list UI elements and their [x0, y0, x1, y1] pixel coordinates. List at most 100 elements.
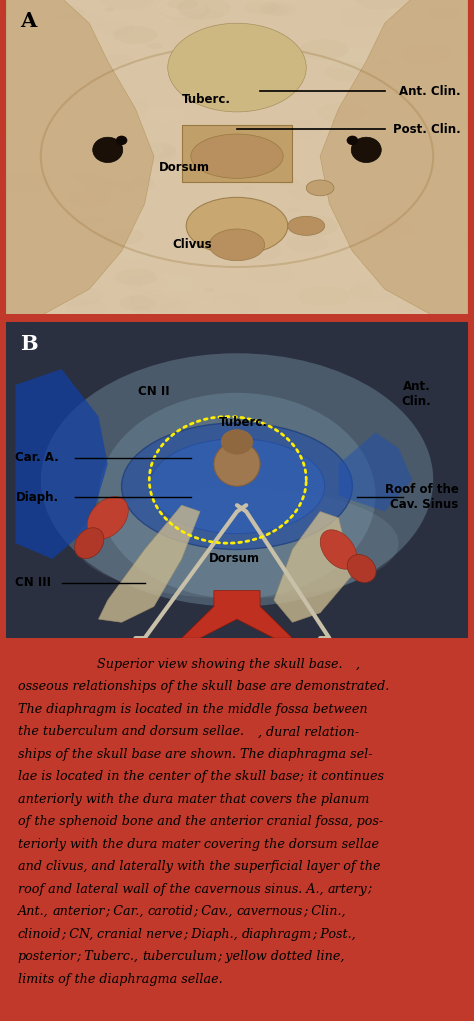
Ellipse shape	[221, 429, 253, 454]
Text: A: A	[20, 10, 36, 31]
Text: A: A	[346, 658, 356, 671]
Text: posterior: posterior	[18, 951, 77, 963]
Ellipse shape	[351, 137, 381, 162]
Ellipse shape	[147, 43, 163, 49]
Ellipse shape	[119, 295, 156, 310]
Ellipse shape	[204, 288, 214, 292]
Text: Tuberc.: Tuberc.	[182, 93, 230, 106]
Ellipse shape	[264, 155, 282, 162]
Polygon shape	[182, 590, 292, 638]
Ellipse shape	[116, 269, 157, 286]
Ellipse shape	[286, 235, 328, 252]
Text: , dural relation-: , dural relation-	[258, 725, 359, 738]
Text: B: B	[20, 334, 37, 354]
Ellipse shape	[104, 7, 114, 11]
Ellipse shape	[74, 211, 108, 225]
Polygon shape	[99, 505, 200, 623]
Text: limits of the diaphragma sellae.: limits of the diaphragma sellae.	[18, 973, 222, 985]
Ellipse shape	[168, 23, 306, 112]
Ellipse shape	[282, 0, 298, 4]
Ellipse shape	[191, 241, 206, 247]
Text: teriorly with the dura mater covering the dorsum sellae: teriorly with the dura mater covering th…	[18, 838, 379, 850]
Ellipse shape	[191, 134, 283, 179]
Ellipse shape	[67, 190, 110, 207]
Text: The diaphragm is located in the middle fossa between: The diaphragm is located in the middle f…	[18, 702, 367, 716]
Ellipse shape	[448, 86, 459, 91]
Ellipse shape	[148, 173, 169, 182]
Ellipse shape	[177, 0, 231, 19]
Text: of the sphenoid bone and the anterior cranial fossa, pos-: of the sphenoid bone and the anterior cr…	[18, 815, 383, 828]
Ellipse shape	[135, 142, 176, 159]
Ellipse shape	[320, 530, 357, 569]
Ellipse shape	[325, 48, 380, 70]
Ellipse shape	[116, 136, 128, 145]
Ellipse shape	[209, 293, 260, 314]
Ellipse shape	[210, 229, 264, 260]
Ellipse shape	[239, 152, 266, 163]
Ellipse shape	[288, 207, 300, 212]
Polygon shape	[15, 370, 108, 560]
Ellipse shape	[87, 496, 128, 539]
Text: osseous relationships of the skull base are demonstrated.: osseous relationships of the skull base …	[18, 680, 389, 693]
Text: artery: artery	[327, 883, 367, 895]
Text: ; Cav.,: ; Cav.,	[193, 906, 237, 918]
Polygon shape	[320, 0, 468, 314]
Ellipse shape	[57, 10, 104, 30]
Text: Clivus: Clivus	[173, 238, 212, 251]
Ellipse shape	[121, 423, 353, 549]
Ellipse shape	[352, 245, 402, 265]
Ellipse shape	[306, 180, 334, 196]
Ellipse shape	[127, 275, 167, 292]
Ellipse shape	[439, 114, 474, 130]
Text: the tuberculum and dorsum sellae.: the tuberculum and dorsum sellae.	[18, 725, 248, 738]
Ellipse shape	[149, 439, 325, 534]
Ellipse shape	[284, 214, 337, 237]
Ellipse shape	[54, 286, 103, 306]
Text: CN II: CN II	[138, 385, 169, 398]
Ellipse shape	[102, 96, 149, 115]
Text: Dorsum: Dorsum	[158, 160, 210, 174]
Text: Dorsum: Dorsum	[210, 552, 260, 566]
Ellipse shape	[65, 300, 109, 319]
Ellipse shape	[13, 206, 41, 217]
Text: B: B	[248, 725, 258, 738]
Polygon shape	[6, 0, 154, 314]
Text: lae is located in the center of the skull base; it continues: lae is located in the center of the skul…	[18, 770, 384, 783]
Ellipse shape	[375, 58, 391, 65]
Text: diaphragm: diaphragm	[242, 928, 312, 940]
Text: tuberculum: tuberculum	[143, 951, 218, 963]
Ellipse shape	[75, 488, 399, 598]
Text: anteriorly with the dura mater that covers the planum: anteriorly with the dura mater that cove…	[18, 792, 369, 806]
Ellipse shape	[400, 43, 453, 65]
Ellipse shape	[299, 40, 348, 59]
Ellipse shape	[338, 151, 392, 174]
Ellipse shape	[262, 4, 289, 15]
Ellipse shape	[245, 1, 279, 14]
Text: FIGURE 1.: FIGURE 1.	[18, 658, 93, 671]
Ellipse shape	[258, 1, 296, 16]
Text: ; Post.,: ; Post.,	[312, 928, 356, 940]
Ellipse shape	[97, 120, 146, 141]
Ellipse shape	[243, 186, 254, 190]
Text: Ant. Clin.: Ant. Clin.	[399, 85, 461, 98]
Ellipse shape	[230, 63, 263, 77]
Text: Ant.
Clin.: Ant. Clin.	[401, 381, 431, 408]
Ellipse shape	[93, 137, 123, 162]
Ellipse shape	[325, 62, 372, 82]
Text: Roof of the
Cav. Sinus: Roof of the Cav. Sinus	[385, 483, 459, 512]
Text: Superior view showing the skull base.: Superior view showing the skull base.	[93, 658, 346, 671]
Ellipse shape	[117, 177, 154, 192]
Ellipse shape	[123, 140, 164, 157]
Bar	[182, 125, 292, 182]
Text: Post. Clin.: Post. Clin.	[393, 123, 461, 136]
Ellipse shape	[423, 154, 445, 163]
Ellipse shape	[237, 90, 274, 106]
Ellipse shape	[186, 197, 288, 254]
Ellipse shape	[100, 193, 111, 197]
Text: Diaph.: Diaph.	[15, 491, 58, 503]
Text: clinoid: clinoid	[18, 928, 61, 940]
Text: carotid: carotid	[147, 906, 193, 918]
Text: ; Car.,: ; Car.,	[105, 906, 147, 918]
Text: ships of the skull base are shown. The diaphragma sel-: ships of the skull base are shown. The d…	[18, 747, 372, 761]
Text: CN III: CN III	[15, 576, 51, 589]
